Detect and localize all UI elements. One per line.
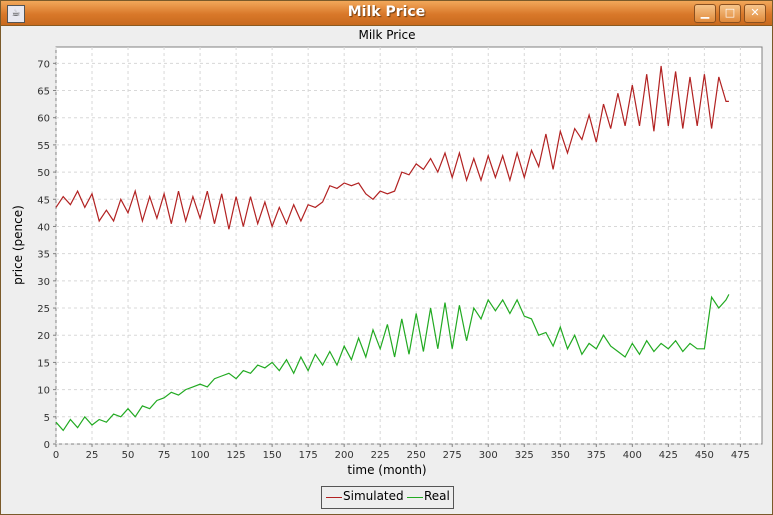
chart-panel: Milk Price 0 5 10 15 20 25 30 35 40 45 50 55 60 65 70 … <box>2 26 771 513</box>
y-tick-label: 60 <box>37 114 50 125</box>
series-line-real <box>55 294 730 432</box>
y-axis-ticks: 0 5 10 15 20 25 30 35 40 45 50 55 60 65 70 <box>37 59 56 451</box>
series-lines <box>55 65 730 432</box>
x-tick-label: 325 <box>515 450 534 461</box>
x-tick-label: 150 <box>263 450 282 461</box>
maximize-button[interactable]: □ <box>719 4 741 23</box>
x-axis-ticks: 0 25 50 75 100 125 150 175 200 225 250 275 300 325 350… <box>53 444 750 461</box>
x-tick-label: 425 <box>659 450 678 461</box>
x-tick-label: 350 <box>551 450 570 461</box>
x-tick-label: 375 <box>587 450 606 461</box>
title-bar[interactable]: ☕ Milk Price ▁ □ ✕ <box>1 1 772 26</box>
x-tick-label: 100 <box>191 450 210 461</box>
x-tick-label: 400 <box>623 450 642 461</box>
x-tick-label: 225 <box>371 450 390 461</box>
y-tick-label: 65 <box>37 87 50 98</box>
close-button[interactable]: ✕ <box>744 4 766 23</box>
chart-title: Milk Price <box>358 28 415 42</box>
y-tick-label: 40 <box>37 222 50 233</box>
y-tick-label: 10 <box>37 386 50 397</box>
maximize-icon: □ <box>724 6 736 19</box>
legend-label-simulated: Simulated <box>343 489 404 503</box>
y-tick-label: 0 <box>44 440 50 451</box>
legend-swatch-real <box>407 497 423 498</box>
y-tick-label: 45 <box>37 195 50 206</box>
x-tick-label: 250 <box>407 450 426 461</box>
y-tick-label: 35 <box>37 250 50 261</box>
y-tick-label: 15 <box>37 358 50 369</box>
minimize-button[interactable]: ▁ <box>694 4 716 23</box>
y-tick-label: 50 <box>37 168 50 179</box>
x-tick-label: 300 <box>479 450 498 461</box>
x-tick-label: 450 <box>695 450 714 461</box>
close-icon: ✕ <box>750 6 760 19</box>
x-axis-label: time (month) <box>347 463 426 477</box>
x-tick-label: 475 <box>731 450 750 461</box>
minimize-icon: ▁ <box>700 6 710 19</box>
legend-label-real: Real <box>424 489 450 503</box>
y-axis-label: price (pence) <box>11 205 25 285</box>
x-tick-label: 25 <box>86 450 99 461</box>
x-tick-label: 200 <box>335 450 354 461</box>
window-title: Milk Price <box>347 4 426 20</box>
x-tick-label: 125 <box>227 450 246 461</box>
y-tick-label: 30 <box>37 277 50 288</box>
y-tick-label: 55 <box>37 141 50 152</box>
x-tick-label: 50 <box>122 450 135 461</box>
x-tick-label: 75 <box>158 450 171 461</box>
y-tick-label: 25 <box>37 304 50 315</box>
grid-lines <box>55 47 762 445</box>
chart-legend: Simulated Real <box>321 486 454 509</box>
x-tick-label: 275 <box>443 450 462 461</box>
y-tick-label: 70 <box>37 59 50 70</box>
legend-swatch-simulated <box>326 497 342 498</box>
milk-price-chart: Milk Price 0510152025303540455055606570 … <box>11 28 763 477</box>
java-cup-icon[interactable]: ☕ <box>7 5 25 23</box>
y-tick-label: 20 <box>37 331 50 342</box>
x-tick-label: 175 <box>299 450 318 461</box>
y-tick-label: 5 <box>44 413 50 424</box>
x-tick-label: 0 <box>53 450 59 461</box>
plot-area <box>55 46 763 445</box>
series-line-simulated <box>55 65 729 230</box>
